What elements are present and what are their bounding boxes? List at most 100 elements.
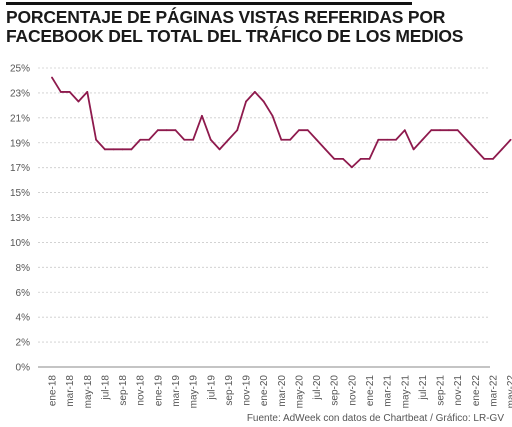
data-point [359, 157, 362, 160]
x-tick-label: may-18 [83, 375, 94, 409]
y-tick-label: 6% [16, 288, 31, 299]
data-point [395, 138, 397, 141]
data-point [342, 157, 344, 160]
data-point [474, 148, 477, 151]
x-tick-label: mar-21 [383, 375, 394, 407]
x-axis-ticks: ene-18 mar-18 may-18 jul-18 sep-18 nov-18 ene-… [48, 375, 512, 409]
grid-lines [38, 67, 490, 368]
x-tick-label: jul-21 [418, 375, 429, 401]
data-point [298, 129, 300, 132]
data-point [209, 138, 212, 141]
data-point [174, 129, 177, 132]
data-point [245, 100, 247, 103]
data-point [483, 157, 486, 160]
data-point [430, 129, 433, 132]
series-layer [51, 76, 512, 169]
y-tick-label: 8% [16, 263, 31, 274]
x-tick-label: ene-22 [471, 375, 482, 407]
data-point [271, 114, 274, 117]
x-tick-label: mar-18 [65, 375, 76, 407]
data-point [148, 138, 150, 141]
data-point [236, 129, 239, 132]
data-point [227, 138, 230, 141]
x-tick-label: may-19 [189, 375, 200, 409]
data-point [95, 138, 97, 141]
data-point [112, 148, 115, 151]
data-point [421, 138, 424, 141]
data-point [289, 138, 292, 141]
x-tick-label: mar-20 [277, 375, 288, 407]
data-point [377, 138, 380, 141]
chart-title: PORCENTAJE DE PÁGINAS VISTAS REFERIDAS P… [6, 7, 464, 46]
y-tick-label: 10% [10, 238, 30, 249]
x-tick-label: sep-21 [436, 375, 447, 406]
x-tick-label: nov-20 [347, 375, 358, 406]
data-point [315, 138, 318, 141]
data-point [192, 138, 195, 141]
data-point [183, 138, 186, 141]
data-point [492, 157, 494, 160]
data-point [403, 129, 406, 132]
x-tick-label: mar-19 [171, 375, 182, 407]
y-axis-ticks: 0% 2% 4% 6% 8% 10% 13% 15% 17% 19% 21% 23% 25% [10, 64, 30, 374]
data-point [350, 166, 353, 169]
x-tick-label: jul-19 [206, 375, 217, 401]
series-line [51, 77, 512, 169]
y-tick-label: 4% [16, 313, 31, 324]
data-point [333, 157, 336, 160]
data-point [139, 138, 142, 141]
data-point [262, 100, 265, 103]
data-point [509, 138, 512, 141]
data-point [386, 138, 389, 141]
data-point [201, 114, 203, 117]
x-tick-label: sep-20 [330, 375, 341, 406]
x-tick-label: mar-22 [489, 375, 500, 407]
y-tick-label: 25% [10, 64, 30, 75]
y-tick-label: 17% [10, 163, 30, 174]
y-tick-label: 19% [10, 138, 30, 149]
source-note: Fuente: AdWeek con datos de Chartbeat / … [246, 413, 504, 424]
data-point [130, 148, 133, 151]
x-tick-label: may-21 [400, 375, 411, 409]
title-rule [6, 2, 412, 5]
data-point [280, 138, 283, 141]
x-tick-label: jul-18 [100, 375, 111, 401]
x-tick-label: ene-18 [48, 375, 59, 407]
x-tick-label: ene-20 [259, 375, 270, 407]
data-point [439, 129, 441, 132]
x-tick-label: nov-18 [136, 375, 147, 406]
x-tick-label: jul-20 [312, 375, 323, 401]
data-point [368, 157, 371, 160]
y-tick-label: 15% [10, 188, 30, 199]
data-point [218, 148, 221, 151]
x-tick-label: sep-19 [224, 375, 235, 406]
data-point [465, 138, 468, 141]
data-point [104, 148, 106, 151]
data-point [86, 91, 89, 93]
data-point [165, 129, 168, 132]
x-tick-label: ene-19 [153, 375, 164, 407]
data-point [59, 91, 62, 93]
data-point [121, 148, 124, 151]
data-point [456, 129, 459, 132]
data-point [253, 91, 256, 93]
y-tick-label: 2% [16, 338, 31, 349]
data-point [412, 148, 415, 151]
y-tick-label: 23% [10, 88, 30, 99]
y-tick-label: 21% [10, 113, 30, 124]
y-tick-label: 13% [10, 213, 30, 224]
x-tick-label: nov-19 [242, 375, 253, 406]
data-point [324, 148, 327, 151]
data-point [156, 129, 159, 132]
data-point [448, 129, 450, 132]
x-tick-label: sep-18 [118, 375, 129, 406]
x-tick-label: may-22 [506, 375, 512, 409]
data-point [68, 91, 71, 93]
x-tick-label: may-20 [294, 375, 305, 409]
data-point [51, 76, 53, 79]
data-point [306, 129, 309, 132]
x-tick-label: ene-21 [365, 375, 376, 407]
data-point [500, 148, 503, 151]
x-tick-label: nov-21 [453, 375, 464, 406]
